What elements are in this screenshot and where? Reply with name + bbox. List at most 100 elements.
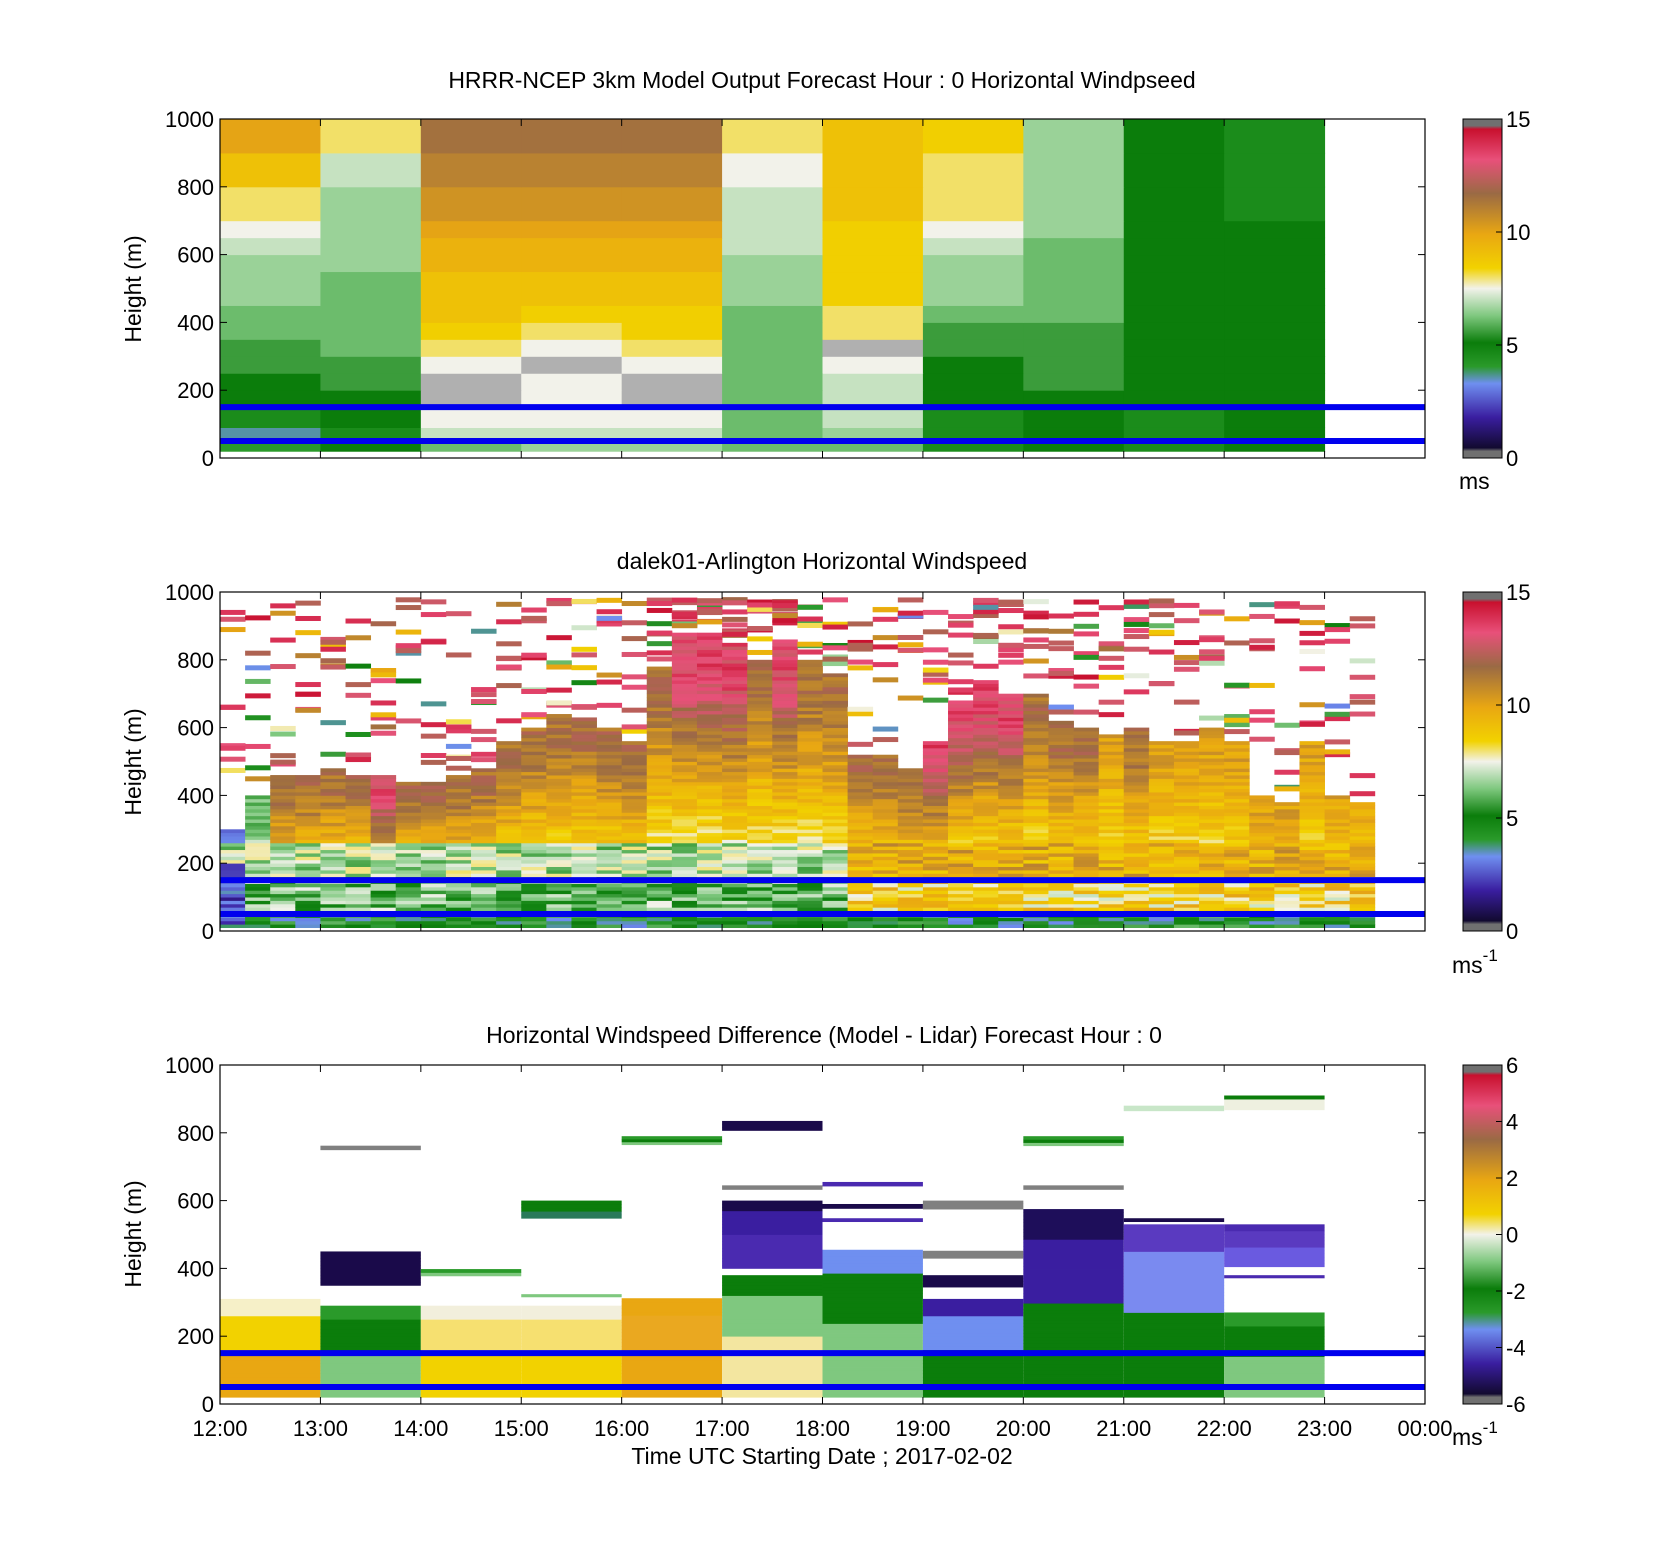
lidar-cell bbox=[395, 900, 422, 905]
lidar-cell bbox=[998, 859, 1024, 864]
lidar-cell bbox=[897, 903, 924, 908]
model-cell bbox=[722, 407, 823, 428]
lidar-cell bbox=[922, 802, 949, 806]
difference-cell bbox=[922, 1298, 1024, 1303]
lidar-cell bbox=[1123, 737, 1150, 742]
lidar-cell bbox=[696, 700, 723, 705]
lidar-cell bbox=[1249, 795, 1275, 800]
lidar-cell bbox=[521, 795, 547, 800]
difference-cell bbox=[722, 1312, 823, 1317]
lidar-cell bbox=[546, 717, 572, 722]
y-tick-label: 1000 bbox=[165, 1053, 214, 1078]
lidar-cell bbox=[1148, 603, 1175, 609]
lidar-cell bbox=[1299, 893, 1325, 898]
lidar-cell bbox=[973, 792, 999, 796]
lidar-cell bbox=[897, 634, 924, 640]
lidar-cell bbox=[1224, 729, 1250, 735]
lidar-cell bbox=[370, 781, 397, 786]
lidar-cell bbox=[496, 741, 522, 745]
lidar-cell bbox=[1148, 829, 1175, 834]
lidar-cell bbox=[1073, 737, 1100, 742]
lidar-cell bbox=[897, 815, 924, 820]
lidar-cell bbox=[1123, 873, 1150, 878]
lidar-cell bbox=[671, 842, 698, 847]
lidar-cell bbox=[922, 667, 949, 673]
lidar-cell bbox=[496, 798, 522, 803]
lidar-cell bbox=[621, 819, 648, 823]
lidar-cell bbox=[1324, 853, 1351, 857]
lidar-cell bbox=[1023, 808, 1049, 813]
lidar-cell bbox=[872, 903, 899, 908]
lidar-cell bbox=[571, 680, 597, 686]
lidar-cell bbox=[973, 754, 999, 759]
model-cell bbox=[220, 254, 321, 273]
lidar-cell bbox=[973, 751, 999, 756]
lidar-cell bbox=[922, 778, 949, 783]
lidar-cell bbox=[345, 873, 372, 878]
lidar-cell bbox=[772, 839, 798, 844]
difference-cell bbox=[320, 1366, 421, 1371]
lidar-cell bbox=[671, 897, 698, 901]
difference-cell bbox=[922, 1319, 1024, 1324]
lidar-cell bbox=[671, 697, 698, 701]
lidar-cell bbox=[1199, 649, 1225, 655]
lidar-cell bbox=[1148, 920, 1175, 925]
lidar-cell bbox=[471, 863, 497, 867]
lidar-cell bbox=[270, 920, 296, 925]
difference-cell bbox=[1123, 1261, 1225, 1266]
lidar-cell bbox=[370, 829, 397, 834]
lidar-cell bbox=[671, 869, 698, 874]
lidar-cell bbox=[1324, 873, 1351, 878]
model-cell bbox=[521, 220, 623, 239]
lidar-cell bbox=[571, 853, 597, 857]
lidar-cell bbox=[1349, 863, 1376, 867]
model-cell bbox=[521, 186, 623, 222]
lidar-cell bbox=[797, 604, 823, 610]
lidar-cell bbox=[1199, 900, 1225, 905]
model-cell bbox=[922, 322, 1024, 340]
lidar-cell bbox=[872, 764, 899, 769]
lidar-cell bbox=[998, 893, 1024, 898]
lidar-cell bbox=[546, 805, 572, 810]
lidar-cell bbox=[1224, 808, 1250, 813]
lidar-cell bbox=[1048, 768, 1074, 773]
lidar-cell bbox=[1048, 737, 1074, 742]
model-cell bbox=[1224, 322, 1326, 340]
lidar-cell bbox=[621, 924, 648, 929]
lidar-cell bbox=[998, 717, 1024, 722]
lidar-cell bbox=[1148, 792, 1175, 796]
lidar-cell bbox=[1299, 788, 1325, 793]
lidar-cell bbox=[696, 741, 723, 745]
lidar-cell bbox=[998, 744, 1024, 749]
lidar-cell bbox=[646, 886, 673, 891]
lidar-cell bbox=[395, 839, 422, 844]
lidar-cell bbox=[521, 829, 547, 834]
lidar-cell bbox=[671, 707, 698, 712]
lidar-cell bbox=[1199, 886, 1225, 891]
lidar-cell bbox=[998, 764, 1024, 769]
panel-lidar-colorbar-unit: ms-1 bbox=[1452, 946, 1498, 978]
lidar-cell bbox=[772, 866, 798, 871]
difference-cell bbox=[420, 1269, 522, 1273]
lidar-cell bbox=[847, 846, 874, 851]
lidar-cell bbox=[646, 836, 673, 840]
lidar-cell bbox=[797, 703, 823, 708]
lidar-cell bbox=[395, 846, 422, 851]
lidar-cell bbox=[872, 849, 899, 854]
lidar-cell bbox=[1224, 853, 1250, 857]
difference-cell bbox=[722, 1302, 823, 1307]
difference-cell bbox=[1224, 1322, 1325, 1327]
lidar-cell bbox=[445, 920, 472, 925]
lidar-cell bbox=[1148, 744, 1175, 749]
lidar-cell bbox=[998, 624, 1024, 630]
lidar-cell bbox=[822, 849, 849, 854]
lidar-cell bbox=[220, 893, 246, 898]
lidar-cell bbox=[671, 597, 698, 603]
lidar-cell bbox=[1123, 646, 1150, 652]
lidar-cell bbox=[671, 703, 698, 708]
lidar-cell bbox=[621, 883, 648, 888]
model-cell bbox=[521, 441, 623, 452]
lidar-cell bbox=[948, 687, 974, 693]
lidar-cell bbox=[797, 775, 823, 779]
lidar-cell bbox=[270, 798, 296, 803]
